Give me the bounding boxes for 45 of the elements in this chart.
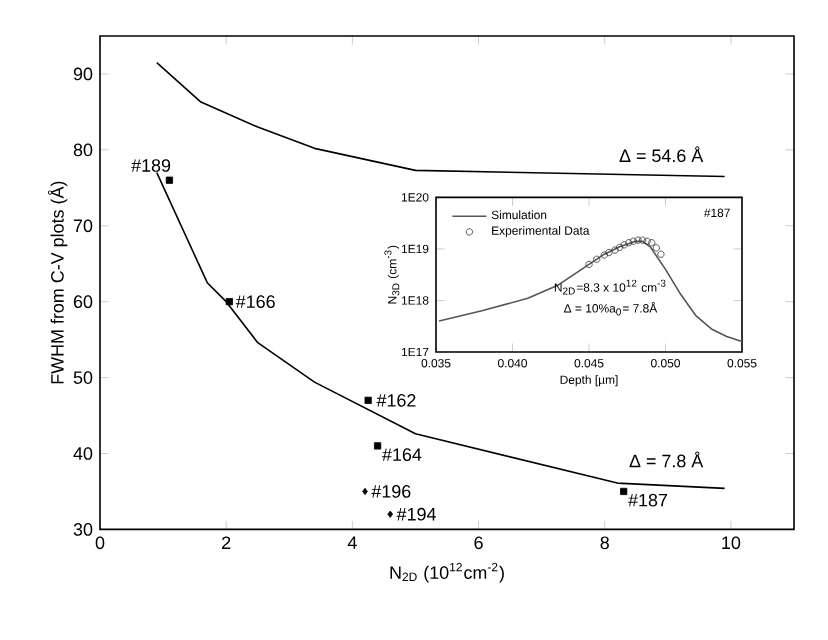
line-series: [438, 240, 743, 343]
point: [620, 487, 628, 496]
annotation: #189: [131, 159, 171, 172]
point: [616, 243, 624, 251]
point: [362, 487, 368, 496]
point: [611, 246, 619, 254]
x-tick-label: 2: [222, 536, 231, 549]
point: [648, 239, 656, 247]
y-tick-label: 40: [73, 447, 93, 460]
y-tick-label: 90: [73, 67, 93, 81]
point: [225, 298, 233, 306]
x-tick-label: 8: [600, 536, 609, 550]
point: [652, 244, 660, 252]
point: [585, 260, 593, 269]
annotation: #164: [382, 448, 422, 461]
annotation: #194: [396, 507, 436, 521]
annotation: #187: [628, 493, 668, 507]
x-tick-label: 10: [722, 536, 741, 550]
point: [600, 251, 608, 259]
y-axis-title: FWHM from C-V plots (Å): [47, 181, 68, 384]
annotation: #162: [376, 394, 416, 407]
point: [620, 241, 628, 249]
annotation: Δ = 7.8 Å: [629, 451, 704, 468]
annotation: #196: [371, 485, 411, 498]
x-tick-label: 0: [95, 536, 105, 550]
y-tick-label: 80: [73, 143, 93, 157]
y-tick-label: 70: [73, 219, 93, 233]
point: [657, 250, 665, 258]
y-tick-label: 30: [73, 523, 93, 536]
point: [387, 510, 394, 518]
point: [165, 176, 173, 184]
point: [374, 442, 382, 450]
point: [643, 237, 651, 245]
point: [605, 248, 613, 257]
x-axis-title: N$_{2D}$ (10$^{12}$cm$^{-2}$): [390, 562, 504, 583]
point: [634, 236, 642, 244]
annotation: #166: [235, 295, 275, 309]
x-tick-label: 4: [347, 536, 357, 549]
point: [593, 255, 601, 263]
point: [364, 396, 372, 404]
y-tick-label: 60: [73, 295, 93, 309]
y-tick-label: 50: [73, 371, 93, 384]
x-tick-label: 6: [474, 536, 483, 550]
annotation: Δ = 54.6 Å: [619, 146, 704, 163]
point: [629, 237, 637, 245]
